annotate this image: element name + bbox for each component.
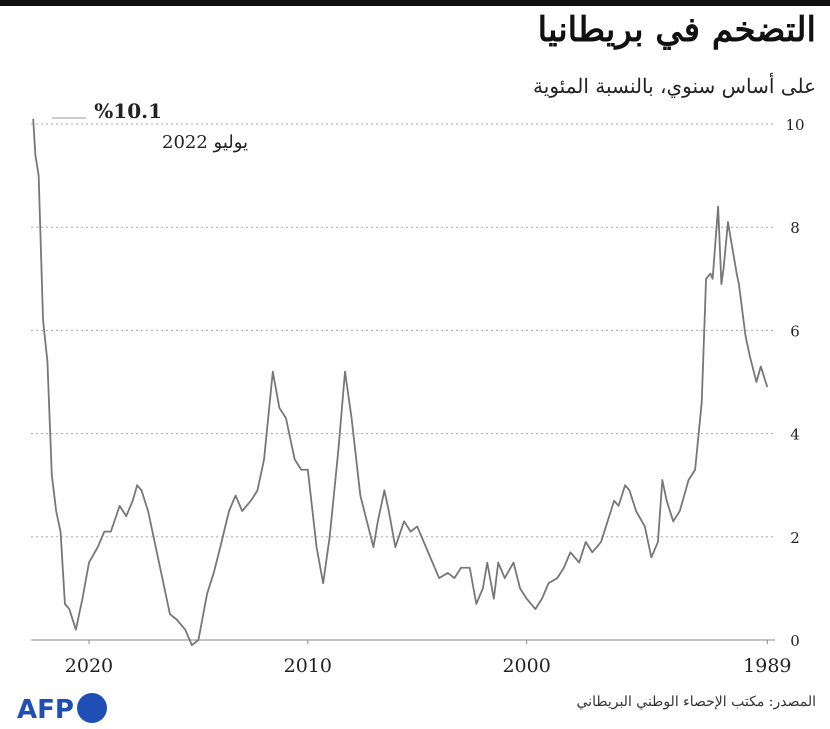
x-tick-label: 2010 [284, 655, 332, 677]
top-rule [0, 0, 830, 6]
x-tick-label: 2000 [502, 655, 550, 677]
chart-subtitle: على أساس سنوي، بالنسبة المئوية [533, 74, 816, 98]
y-tick-label: 8 [790, 219, 800, 237]
x-tick-label: 1989 [743, 655, 791, 677]
y-tick-label: 2 [790, 529, 800, 547]
data-line [32, 118, 769, 647]
annotation-value: %10.1 [94, 99, 162, 123]
y-tick-label: 4 [790, 426, 800, 444]
annotation-date: يوليو 2022 [162, 132, 248, 153]
y-tick-label: 0 [790, 632, 800, 650]
y-tick-label: 6 [790, 322, 800, 340]
logo: AFP [17, 695, 74, 725]
chart-title: التضخم في بريطانيا [537, 10, 816, 50]
x-tick-label: 2020 [65, 655, 113, 677]
y-tick-label: 10 [785, 116, 804, 134]
logo-disc [77, 693, 107, 723]
source-note: المصدر: مكتب الإحصاء الوطني البريطاني [576, 694, 816, 710]
